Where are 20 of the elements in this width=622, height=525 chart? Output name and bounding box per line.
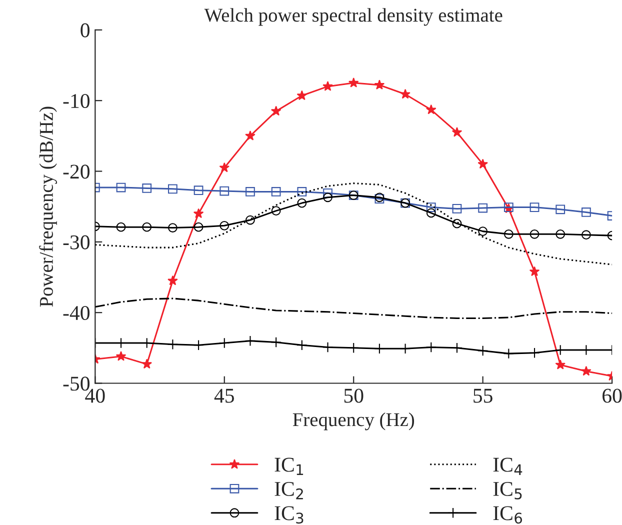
chart-title: Welch power spectral density estimate: [204, 8, 502, 26]
y-axis-title: Power/frequency (dB/Hz): [39, 106, 57, 307]
x-axis-title: Frequency (Hz): [292, 412, 414, 430]
legend-label: IC$_{6}$: [493, 506, 522, 524]
y-tick-label: -10: [63, 94, 90, 108]
y-tick-label: -40: [63, 306, 90, 320]
x-tick-label: 50: [344, 388, 364, 403]
x-tick-label: 55: [474, 388, 492, 403]
legend-label: IC$_{5}$: [493, 482, 522, 500]
legend-label: IC$_{4}$: [493, 458, 522, 475]
y-tick-label: 0: [80, 23, 90, 38]
legend-label: IC$_{2}$: [274, 482, 303, 500]
x-tick-label: 40: [85, 388, 105, 403]
y-tick-label: -30: [63, 235, 90, 250]
legend-label: IC$_{1}$: [274, 458, 304, 475]
x-tick-label: 60: [602, 388, 622, 403]
x-tick-label: 45: [214, 388, 234, 403]
legend-label: IC$_{3}$: [274, 506, 304, 524]
y-tick-label: -20: [63, 164, 90, 179]
y-tick-label: -50: [63, 376, 90, 391]
